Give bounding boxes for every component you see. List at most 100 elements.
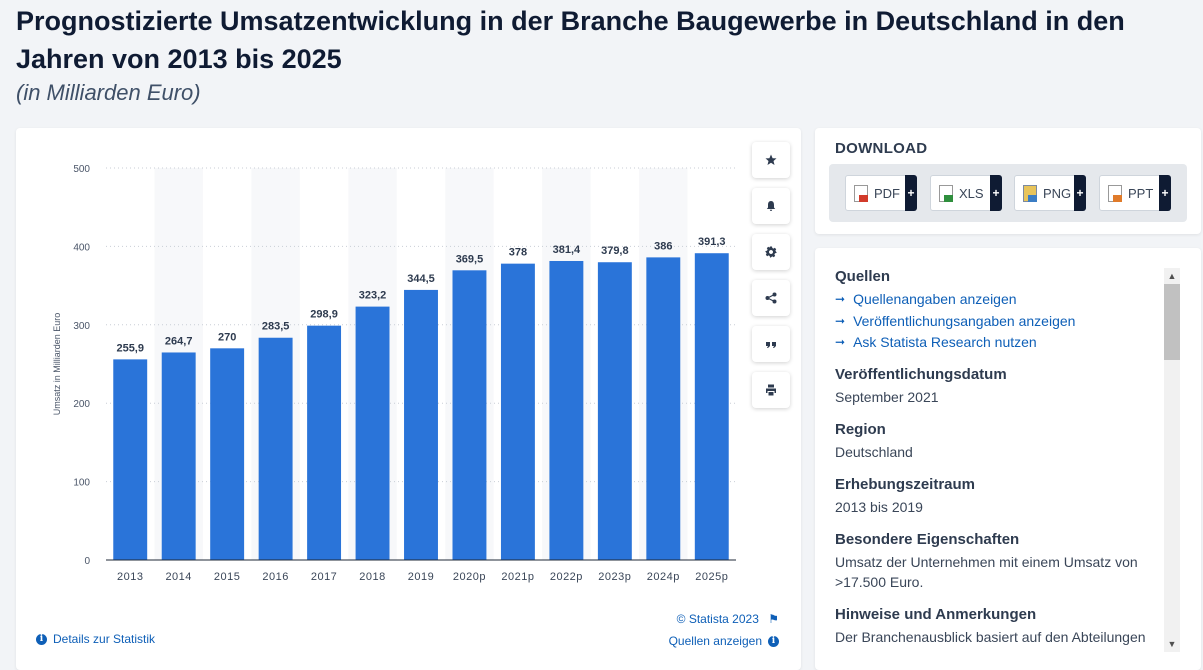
details-label: Details zur Statistik (53, 632, 156, 646)
png-file-icon (1023, 184, 1037, 202)
data-label: 344,5 (407, 273, 435, 285)
info-scrollbar[interactable]: ▲ ▼ (1164, 268, 1180, 652)
xls-file-icon (939, 184, 953, 202)
bar (161, 352, 196, 560)
quote-icon (766, 342, 776, 348)
data-label: 386 (654, 240, 672, 252)
bar (597, 262, 632, 560)
x-tick-label: 2018 (359, 571, 385, 583)
bell-icon (766, 201, 776, 211)
pdf-file-icon (854, 184, 868, 202)
info-panel: Quellen ➞ Quellenangaben anzeigen ➞ Verö… (815, 248, 1201, 670)
source-link-label: Ask Statista Research nutzen (853, 334, 1037, 350)
download-heading: DOWNLOAD (835, 140, 928, 157)
data-label: 298,9 (310, 309, 338, 321)
scroll-up-icon[interactable]: ▲ (1167, 271, 1177, 281)
x-tick-label: 2017 (311, 571, 337, 583)
favorite-button[interactable] (752, 142, 790, 178)
print-button[interactable] (752, 372, 790, 408)
data-label: 270 (218, 331, 236, 343)
region-heading: Region (835, 420, 886, 438)
y-axis-title: Umsatz in Milliarden Euro (52, 313, 62, 416)
download-pdf-button[interactable]: PDF + (845, 175, 917, 211)
bar-chart: 0 100 200 300 400 500 255,9 2013 264,7 2014 270 201… (52, 164, 736, 583)
x-tick-label: 2025p (695, 571, 728, 583)
publication-link[interactable]: ➞ Veröffentlichungsangaben anzeigen (835, 311, 1160, 333)
data-label: 391,3 (698, 236, 726, 248)
data-label: 378 (509, 247, 527, 259)
y-tick-label: 500 (73, 164, 90, 175)
plus-icon[interactable]: + (990, 175, 1002, 211)
plus-icon[interactable]: + (1074, 175, 1086, 211)
y-tick-label: 100 (73, 478, 90, 489)
region-value: Deutschland (835, 443, 913, 460)
x-tick-label: 2023p (598, 571, 631, 583)
scroll-down-icon[interactable]: ▼ (1167, 639, 1177, 649)
download-xls-button[interactable]: XLS + (930, 175, 1002, 211)
x-tick-label: 2024p (647, 571, 680, 583)
download-png-button[interactable]: PNG + (1014, 175, 1086, 211)
download-tray: PDF + XLS + PNG + PPT + (829, 164, 1187, 222)
special-heading: Besondere Eigenschaften (835, 530, 1020, 548)
x-tick-label: 2021p (501, 571, 534, 583)
download-panel: DOWNLOAD PDF + XLS + PNG + PPT + (815, 128, 1201, 234)
copyright-link[interactable]: © Statista 2023 ⚑ (677, 612, 779, 626)
data-label: 255,9 (116, 342, 144, 354)
x-tick-label: 2014 (165, 571, 191, 583)
download-format-label: PNG (1043, 185, 1072, 201)
notification-button[interactable] (752, 188, 790, 224)
chart-card: 0 100 200 300 400 500 255,9 2013 264,7 2014 270 201… (16, 128, 801, 670)
period-heading: Erhebungszeitraum (835, 475, 976, 493)
y-tick-label: 400 (73, 242, 90, 253)
bar (404, 289, 438, 560)
source-link-label: Quellenangaben anzeigen (853, 291, 1017, 307)
download-ppt-button[interactable]: PPT + (1099, 175, 1171, 211)
source-link[interactable]: ➞ Quellenangaben anzeigen (835, 289, 1160, 311)
y-tick-label: 0 (84, 556, 90, 567)
gear-icon (765, 246, 777, 258)
special-value: Umsatz der Unternehmen mit einem Umsatz … (835, 553, 1138, 590)
bar (549, 260, 584, 560)
flag-icon: ⚑ (768, 612, 779, 626)
copyright-text: © Statista 2023 (676, 612, 759, 626)
sources-heading: Quellen (835, 268, 891, 285)
plus-icon[interactable]: + (905, 175, 917, 211)
x-tick-label: 2013 (117, 571, 143, 583)
arrow-right-icon: ➞ (835, 292, 846, 306)
arrow-right-icon: ➞ (835, 335, 846, 349)
plus-icon[interactable]: + (1159, 175, 1171, 211)
download-format-label: PDF (874, 185, 900, 201)
data-label: 381,4 (553, 244, 581, 256)
bar (500, 263, 535, 560)
show-sources-link[interactable]: Quellen anzeigen i (669, 634, 779, 648)
bar (307, 325, 342, 560)
data-label: 264,7 (165, 335, 193, 347)
x-tick-label: 2020p (453, 571, 486, 583)
data-label: 369,5 (456, 253, 484, 265)
x-tick-label: 2022p (550, 571, 583, 583)
share-button[interactable] (752, 280, 790, 316)
data-label: 323,2 (359, 290, 387, 302)
cite-button[interactable] (752, 326, 790, 362)
bar (646, 257, 681, 560)
source-link-label: Veröffentlichungsangaben anzeigen (853, 312, 1076, 329)
y-tick-label: 200 (73, 399, 90, 410)
scroll-thumb[interactable] (1164, 284, 1180, 360)
download-format-label: PPT (1128, 185, 1154, 201)
info-icon: i (36, 633, 47, 645)
sources-label: Quellen anzeigen (668, 634, 762, 648)
chart-toolbar (752, 142, 790, 418)
settings-button[interactable] (752, 234, 790, 270)
bar (210, 348, 245, 560)
download-format-label: XLS (959, 185, 984, 201)
research-link[interactable]: ➞ Ask Statista Research nutzen (835, 332, 1160, 354)
bar (355, 306, 390, 560)
source-links: ➞ Quellenangaben anzeigen ➞ Veröffentlic… (835, 289, 1160, 354)
x-tick-label: 2019 (408, 571, 434, 583)
info-icon: i (768, 635, 779, 647)
bar (694, 253, 729, 560)
details-link[interactable]: i Details zur Statistik (36, 632, 155, 646)
arrow-right-icon: ➞ (835, 313, 846, 328)
pub-date-heading: Veröffentlichungsdatum (835, 365, 1007, 383)
